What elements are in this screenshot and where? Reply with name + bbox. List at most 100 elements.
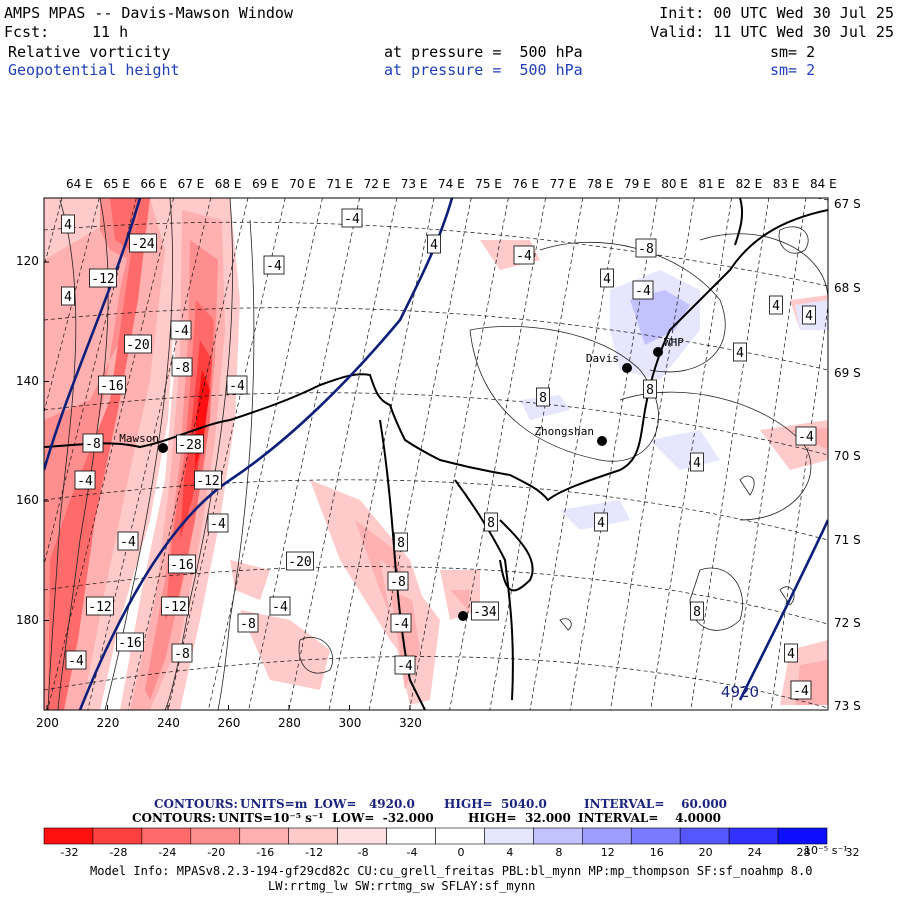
vorticity-label: 8 [693,605,701,620]
meridian-line [288,198,398,710]
lat-label: 67 S [834,197,861,211]
vorticity-label: -12 [196,474,219,489]
field2-smoothing: sm= 2 [770,61,816,79]
vorticity-label-box [129,233,157,253]
colorbar-segment [533,827,583,845]
lon-label: 68 E [214,177,242,191]
forecast-hour: 11 h [92,23,129,41]
lon-label: 79 E [624,177,651,191]
vorticity-label-box [427,234,441,254]
parallel-line [44,479,828,541]
vorticity-label-box [769,295,783,315]
vorticity-label-box [632,280,654,300]
vorticity-label: -12 [163,600,186,615]
vorticity-label: -16 [100,379,123,394]
vorticity-label: -16 [170,558,193,573]
station-marker [622,363,632,373]
colorbar-tick-label: -8 [357,846,369,859]
vorticity-label-box [117,531,139,551]
vorticity-label: -8 [638,242,654,257]
vorticity-label: 8 [397,536,405,551]
lat-label: 73 S [834,699,861,713]
vort-contour-low: LOW= -32.000 [332,811,434,825]
lon-label: 74 E [438,177,465,191]
vorticity-label-box [82,433,104,453]
height-contour [78,198,454,710]
lon-label: 83 E [772,177,800,191]
colorbar-segment [190,827,241,845]
vorticity-label-box [124,334,152,354]
lon-label: 82 E [735,177,763,191]
vorticity-label-box [635,238,657,258]
vorticity-contour [47,199,77,710]
colorbar-segment [630,827,681,845]
vorticity-label-box [171,643,193,663]
parallel-line [44,307,828,371]
lat-label: 72 S [834,616,861,630]
vorticity-label: -24 [131,237,155,252]
meridian-line [610,198,695,710]
valid-time: Valid: 11 UTC Wed 30 Jul 25 [650,23,894,41]
colorbar-tick-label: 4 [506,846,514,859]
vorticity-label-box [790,680,812,700]
ice-shelf-edge [499,519,534,592]
vorticity-label-box [116,632,144,652]
lon-label: 75 E [475,177,502,191]
vorticity-label-box [394,655,416,675]
vorticity-label: -4 [229,379,245,394]
colorbar-tick-label: -28 [109,846,128,859]
colorbar-tick-label: -24 [158,846,177,859]
lon-label: 84 E [810,177,837,191]
parallel-line [44,566,828,625]
colorbar-tick-label: 24 [747,846,762,859]
vorticity-contour [539,241,726,373]
lon-label: 70 E [289,177,316,191]
x-tick-label: 280 [278,716,301,730]
vorticity-label-box [690,601,704,621]
colorbar-segment [288,827,338,845]
vorticity-label: 8 [539,391,547,406]
lon-label: 71 E [326,177,354,191]
vorticity-contour [739,475,755,496]
vorticity-label: 4 [430,238,438,253]
vorticity-label: -12 [88,600,111,615]
model-info-line2: LW:rrtmg_lw SW:rrtmg_sw SFLAY:sf_mynn [268,879,536,893]
vorticity-label-box [61,214,75,234]
vorticity-label: -4 [77,474,93,489]
vorticity-label-box [513,245,535,265]
vorticity-label: -8 [174,361,190,376]
station-label: Davis [586,352,619,365]
model-info-line1: Model Info: MPASv8.2.3-194-gf29cd82c CU:… [90,864,813,878]
vorticity-label: -20 [288,555,311,570]
vorticity-label: -16 [118,636,141,651]
colorbar-tick-label: -4 [406,846,418,859]
x-tick-label: 240 [157,716,180,730]
vorticity-label: -20 [126,338,149,353]
meridian-line [248,198,360,710]
vorticity-contour [469,326,659,462]
vorticity-label-box [341,208,363,228]
height-contour-high: HIGH= 5040.0 [444,797,547,811]
vorticity-label-box [594,512,608,532]
colorbar-segment [679,827,730,845]
station-marker [653,347,663,357]
meridian-line [449,198,546,710]
coastline [734,198,744,246]
colorbar-tick-label: -16 [256,846,275,859]
colorbar-tick-label: 28 [796,846,811,859]
lat-label: 68 S [834,281,861,295]
colorbar-segment [239,827,289,845]
lat-label: 69 S [834,366,861,380]
vorticity-label-box [168,554,196,574]
colorbar-tick-label: 12 [600,846,615,859]
meridian-line [690,198,770,710]
vorticity-label-box [170,320,192,340]
vorticity-label: 4 [64,218,72,233]
colorbar-units: 10⁻⁵ s⁻¹ [804,844,848,857]
vorticity-label: 8 [487,516,495,531]
height-contour-low: LOW= 4920.0 [314,797,415,811]
vorticity-label-box [387,571,409,591]
parallel-line [44,392,828,456]
lat-label: 70 S [834,449,861,463]
